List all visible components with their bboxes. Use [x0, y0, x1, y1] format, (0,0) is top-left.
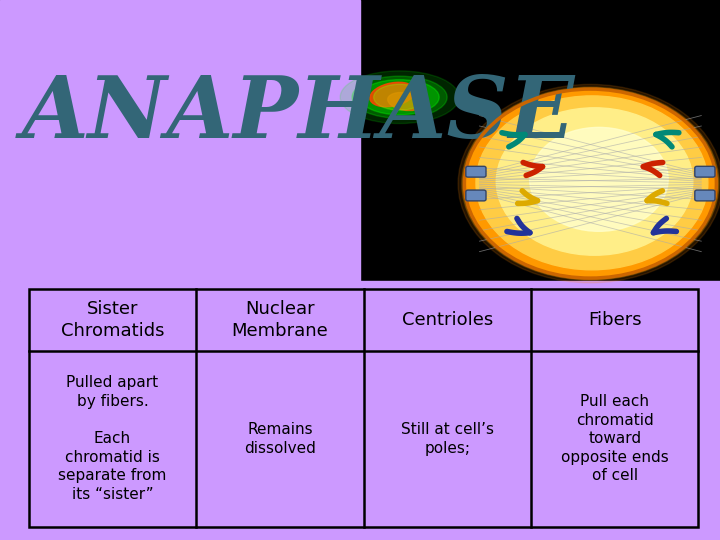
Ellipse shape [387, 92, 423, 111]
Ellipse shape [464, 89, 716, 278]
Ellipse shape [370, 82, 415, 107]
Ellipse shape [360, 80, 439, 115]
Text: Nuclear
Membrane: Nuclear Membrane [232, 300, 328, 340]
Ellipse shape [476, 96, 708, 270]
FancyBboxPatch shape [695, 166, 715, 177]
Text: Still at cell’s
poles;: Still at cell’s poles; [401, 422, 494, 456]
Ellipse shape [530, 127, 668, 231]
Text: Fibers: Fibers [588, 311, 642, 329]
Ellipse shape [458, 84, 720, 283]
Text: Sister
Chromatids: Sister Chromatids [60, 300, 164, 340]
Text: Centrioles: Centrioles [402, 311, 493, 329]
Bar [0, 281, 720, 540]
Ellipse shape [374, 84, 426, 110]
Text: ANAPHASE: ANAPHASE [22, 72, 575, 155]
Text: Pulled apart
by fibers.

Each
chromatid is
separate from
its “sister”: Pulled apart by fibers. Each chromatid i… [58, 375, 167, 502]
Ellipse shape [352, 76, 447, 118]
FancyBboxPatch shape [695, 190, 715, 201]
FancyBboxPatch shape [466, 190, 486, 201]
Ellipse shape [496, 108, 693, 255]
Text: Remains
dissolved: Remains dissolved [244, 422, 316, 456]
Bar [29, 289, 698, 526]
FancyBboxPatch shape [466, 166, 486, 177]
Ellipse shape [462, 87, 719, 280]
Text: Pull each
chromatid
toward
opposite ends
of cell: Pull each chromatid toward opposite ends… [561, 394, 669, 483]
Ellipse shape [341, 71, 459, 124]
Bar [0, 0, 360, 281]
Bar [29, 289, 698, 526]
